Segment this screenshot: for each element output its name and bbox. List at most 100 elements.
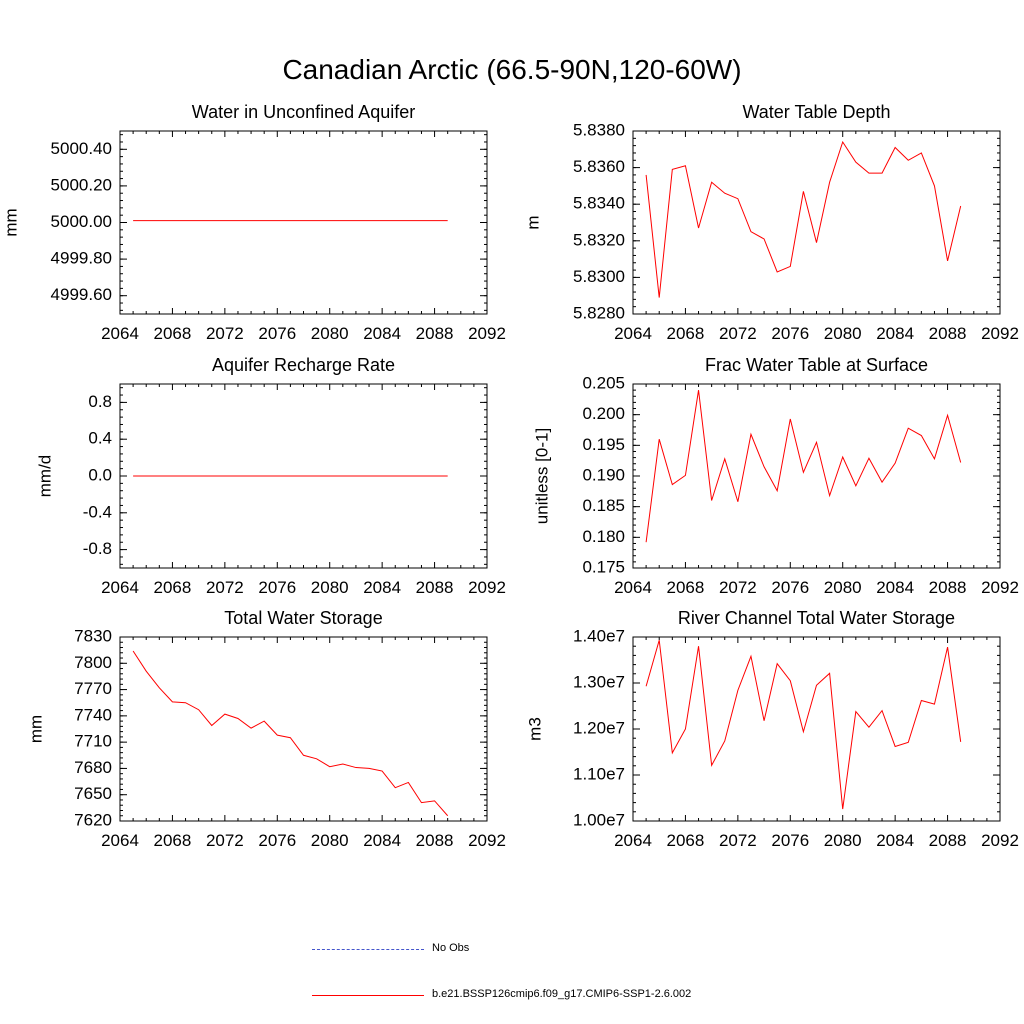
x-tick-label: 2092 <box>981 831 1019 850</box>
series-line <box>645 390 962 543</box>
plot-frame <box>119 636 488 822</box>
x-tick-label: 2092 <box>981 578 1019 597</box>
plot-frame <box>632 636 1001 822</box>
panel-title: Total Water Storage <box>224 608 382 628</box>
y-tick-label: 7620 <box>74 810 112 829</box>
x-tick-label: 2072 <box>719 831 757 850</box>
panel-4: Total Water Storage mm 2064 2068 2072 2076 208… <box>26 608 505 850</box>
x-tick-label: 2080 <box>311 831 349 850</box>
series-line <box>645 640 962 810</box>
panel-title: Water Table Depth <box>742 102 890 122</box>
figure-title: Canadian Arctic (66.5-90N,120-60W) <box>282 54 742 85</box>
y-tick-label: 7650 <box>74 784 112 803</box>
x-tick-label: 2068 <box>667 324 705 343</box>
x-tick-label: 2064 <box>101 324 139 343</box>
y-tick-label: 7740 <box>74 705 112 724</box>
x-tick-label: 2068 <box>154 831 192 850</box>
y-tick-label: 1.30e7 <box>573 672 625 691</box>
y-tick-label: 5000.40 <box>51 139 112 158</box>
x-tick-label: 2088 <box>929 324 967 343</box>
x-tick-label: 2084 <box>363 324 401 343</box>
x-tick-label: 2092 <box>981 324 1019 343</box>
y-tick-label: 7830 <box>74 626 112 645</box>
y-tick-label: 4999.60 <box>51 285 112 304</box>
y-tick-label: 7710 <box>74 732 112 751</box>
panel-0: Water in Unconfined Aquifer mm 2064 2068 207… <box>1 102 505 343</box>
x-tick-label: 2072 <box>719 578 757 597</box>
plot-frame <box>119 130 488 315</box>
y-tick-label: 1.00e7 <box>573 810 625 829</box>
y-tick-label: 7770 <box>74 679 112 698</box>
plot-frame <box>632 383 1001 569</box>
y-tick-label: 0.175 <box>582 557 625 576</box>
y-tick-label: 0.180 <box>582 527 625 546</box>
x-tick-label: 2088 <box>416 831 454 850</box>
x-tick-label: 2064 <box>101 831 139 850</box>
y-axis-label: mm <box>1 208 20 236</box>
y-tick-label: 0.185 <box>582 496 625 515</box>
y-tick-label: 5000.20 <box>51 175 112 194</box>
y-tick-label: 5.8280 <box>573 303 625 322</box>
x-tick-label: 2084 <box>876 324 914 343</box>
x-tick-label: 2084 <box>876 831 914 850</box>
y-axis-label: m <box>523 215 542 229</box>
x-tick-label: 2080 <box>311 578 349 597</box>
x-tick-label: 2076 <box>771 578 809 597</box>
x-tick-label: 2064 <box>614 324 652 343</box>
x-tick-label: 2076 <box>258 324 296 343</box>
x-tick-label: 2072 <box>206 578 244 597</box>
x-tick-label: 2088 <box>416 324 454 343</box>
y-tick-label: 7680 <box>74 758 112 777</box>
y-tick-label: 7800 <box>74 653 112 672</box>
panel-title: River Channel Total Water Storage <box>678 608 955 628</box>
panel-1: Water Table Depth m 2064 2068 2072 2076 2080 20… <box>523 102 1018 343</box>
x-tick-label: 2076 <box>258 578 296 597</box>
y-tick-label: 0.195 <box>582 435 625 454</box>
y-tick-label: 0.8 <box>88 392 112 411</box>
series-line <box>132 650 449 817</box>
y-tick-label: -0.8 <box>83 539 112 558</box>
x-tick-label: 2088 <box>929 578 967 597</box>
x-tick-label: 2084 <box>363 831 401 850</box>
x-tick-label: 2068 <box>667 831 705 850</box>
y-tick-label: 1.10e7 <box>573 764 625 783</box>
x-tick-label: 2064 <box>614 578 652 597</box>
x-tick-label: 2092 <box>468 578 506 597</box>
panel-3: Frac Water Table at Surface unitless [0-1… <box>532 355 1018 597</box>
x-tick-label: 2064 <box>101 578 139 597</box>
x-tick-label: 2080 <box>824 831 862 850</box>
x-tick-label: 2092 <box>468 831 506 850</box>
x-tick-label: 2076 <box>258 831 296 850</box>
y-tick-label: 0.190 <box>582 465 625 484</box>
series-line <box>645 140 962 298</box>
y-tick-label: 5.8360 <box>573 157 625 176</box>
panel-2: Aquifer Recharge Rate mm/d 2064 2068 2072 207… <box>35 355 505 597</box>
x-tick-label: 2072 <box>206 831 244 850</box>
y-tick-label: 5.8300 <box>573 267 625 286</box>
panel-title: Aquifer Recharge Rate <box>212 355 395 375</box>
y-tick-label: 5.8380 <box>573 120 625 139</box>
y-axis-label: mm <box>26 715 45 743</box>
y-axis-label: mm/d <box>35 455 54 498</box>
legend-solid-line <box>312 995 424 996</box>
x-tick-label: 2076 <box>771 324 809 343</box>
y-tick-label: 5.8340 <box>573 194 625 213</box>
y-tick-label: -0.4 <box>83 502 112 521</box>
x-tick-label: 2068 <box>154 324 192 343</box>
panel-title: Frac Water Table at Surface <box>705 355 928 375</box>
x-tick-label: 2088 <box>416 578 454 597</box>
y-tick-label: 0.205 <box>582 373 625 392</box>
x-tick-label: 2092 <box>468 324 506 343</box>
x-tick-label: 2084 <box>876 578 914 597</box>
x-tick-label: 2084 <box>363 578 401 597</box>
x-tick-label: 2068 <box>667 578 705 597</box>
panel-5: River Channel Total Water Storage m3 2064 2… <box>525 608 1018 850</box>
y-tick-label: 0.4 <box>88 429 112 448</box>
plot-frame <box>632 130 1001 315</box>
y-tick-label: 4999.80 <box>51 249 112 268</box>
legend-label-model: b.e21.BSSP126cmip6.f09_g17.CMIP6-SSP1-2.… <box>432 988 692 1000</box>
x-tick-label: 2080 <box>824 324 862 343</box>
y-axis-label: unitless [0-1] <box>532 428 551 524</box>
x-tick-label: 2076 <box>771 831 809 850</box>
x-tick-label: 2064 <box>614 831 652 850</box>
